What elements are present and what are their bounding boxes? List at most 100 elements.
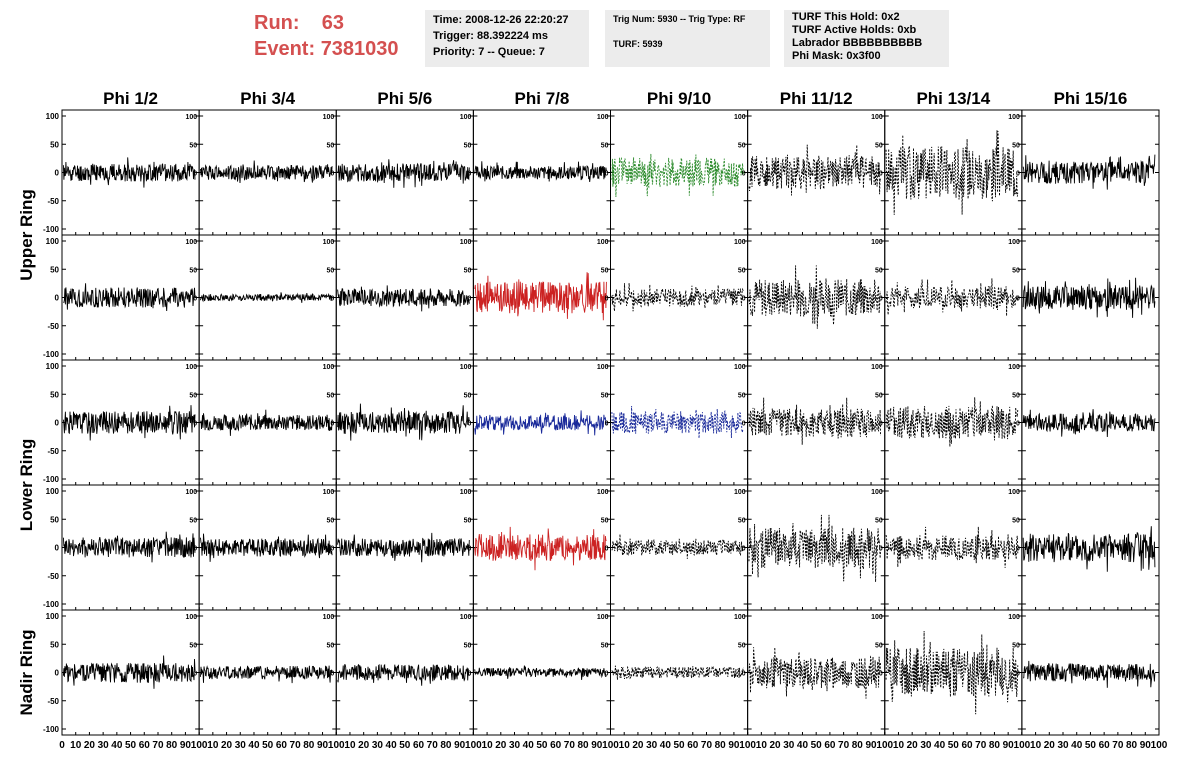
x-tick-label: 10: [893, 740, 905, 751]
y-tick-label: 0: [879, 296, 883, 303]
y-tick-label: -50: [47, 447, 59, 456]
waveform-line: [748, 265, 882, 329]
column-label: Phi 15/16: [1054, 89, 1128, 108]
y-tick-label: 100: [597, 364, 609, 371]
waveform-line: [885, 630, 1019, 715]
run-value: 63: [321, 12, 345, 34]
y-tick-label: 100: [871, 114, 883, 121]
y-tick-label: 50: [875, 267, 883, 274]
y-tick-label: 50: [738, 267, 746, 274]
y-tick-label: 100: [185, 614, 197, 621]
y-tick-label: 50: [464, 642, 472, 649]
x-tick-label: 90: [1140, 740, 1152, 751]
waveform-line: [474, 410, 607, 436]
y-tick-label: 50: [50, 390, 59, 399]
y-tick-label: 50: [50, 140, 59, 149]
waveform-line: [200, 409, 333, 436]
x-tick-label: 70: [427, 740, 439, 751]
run-label: Run:: [254, 12, 300, 34]
y-tick-label: 50: [326, 142, 334, 149]
y-tick-label: 100: [1008, 114, 1020, 121]
waveform-line: [337, 532, 470, 563]
y-tick-label: 50: [464, 392, 472, 399]
waveform-grid: Phi 1/2 Phi 3/4 Phi 5/6 Phi 7/8 Phi 9/10 Phi …: [0, 80, 1196, 772]
x-tick-label: 10: [482, 740, 494, 751]
y-tick-label: 100: [1008, 239, 1020, 246]
y-tick-label: 0: [55, 419, 60, 428]
trigger-text: Trigger: 88.392224 ms: [433, 30, 548, 42]
y-tick-label: -100: [43, 725, 60, 734]
waveform-line: [62, 531, 196, 563]
y-tick-label: 50: [875, 642, 883, 649]
y-tick-label: 50: [601, 142, 609, 149]
y-tick-label: -100: [43, 350, 60, 359]
y-tick-label: 0: [330, 546, 334, 553]
y-tick-label: 100: [460, 239, 472, 246]
waveform-line: [611, 534, 744, 559]
y-tick-label: 100: [46, 112, 60, 121]
waveform-line: [885, 130, 1019, 215]
waveform-line: [1022, 277, 1156, 318]
y-tick-label: 100: [185, 489, 197, 496]
y-tick-label: 50: [326, 642, 334, 649]
y-tick-label: 0: [330, 296, 334, 303]
x-tick-label: 60: [550, 740, 562, 751]
x-tick-label: 80: [578, 740, 590, 751]
y-tick-label: 0: [742, 671, 746, 678]
column-label: Phi 7/8: [515, 89, 570, 108]
waveform-line: [337, 159, 470, 188]
y-tick-label: 100: [1008, 364, 1020, 371]
x-tick-label: 80: [303, 740, 315, 751]
y-tick-label: 50: [601, 517, 609, 524]
y-tick-label: 100: [1008, 614, 1020, 621]
column-label: Phi 1/2: [103, 89, 158, 108]
y-tick-label: 100: [597, 114, 609, 121]
y-tick-label: 50: [738, 517, 746, 524]
trig-num-text: Trig Num: 5930 -- Trig Type: RF: [613, 14, 746, 24]
x-tick-label: 30: [509, 740, 521, 751]
x-tick-label: 80: [1126, 740, 1138, 751]
y-tick-label: 100: [46, 237, 60, 246]
y-tick-label: 0: [1016, 296, 1020, 303]
y-tick-label: 50: [189, 517, 197, 524]
y-tick-label: 50: [464, 517, 472, 524]
waveform-line: [611, 283, 744, 312]
y-tick-label: 50: [50, 265, 59, 274]
y-tick-label: 0: [879, 671, 883, 678]
x-tick-label: 50: [399, 740, 411, 751]
y-tick-label: -50: [47, 322, 59, 331]
x-tick-label: 20: [358, 740, 370, 751]
y-tick-label: -100: [43, 225, 60, 234]
y-tick-label: 0: [467, 546, 471, 553]
y-tick-label: 100: [460, 364, 472, 371]
y-tick-label: 100: [1008, 489, 1020, 496]
waveform-line: [200, 533, 333, 562]
x-tick-label: 100: [876, 740, 893, 751]
y-tick-label: 0: [55, 544, 60, 553]
y-tick-label: 50: [1012, 142, 1020, 149]
y-tick-label: 50: [50, 515, 59, 524]
waveform-line: [611, 153, 744, 198]
y-tick-label: -100: [43, 600, 60, 609]
y-tick-label: 0: [1016, 421, 1020, 428]
y-tick-label: 100: [734, 489, 746, 496]
y-tick-label: -50: [47, 197, 59, 206]
y-tick-label: 100: [734, 114, 746, 121]
x-tick-label: 20: [221, 740, 233, 751]
x-tick-label: 40: [248, 740, 260, 751]
y-tick-label: -50: [47, 572, 59, 581]
x-tick-label: 20: [907, 740, 919, 751]
column-label: Phi 9/10: [647, 89, 711, 108]
x-tick-label: 40: [1071, 740, 1083, 751]
x-tick-label: 60: [276, 740, 288, 751]
x-tick-label: 90: [728, 740, 740, 751]
y-tick-label: 0: [742, 296, 746, 303]
y-tick-label: 50: [738, 142, 746, 149]
y-tick-label: 50: [464, 267, 472, 274]
y-tick-label: 100: [46, 487, 60, 496]
y-tick-label: 100: [597, 489, 609, 496]
y-tick-label: 0: [605, 296, 609, 303]
y-tick-label: 0: [467, 296, 471, 303]
panel-frame: [747, 359, 886, 486]
x-tick-label: 50: [948, 740, 960, 751]
